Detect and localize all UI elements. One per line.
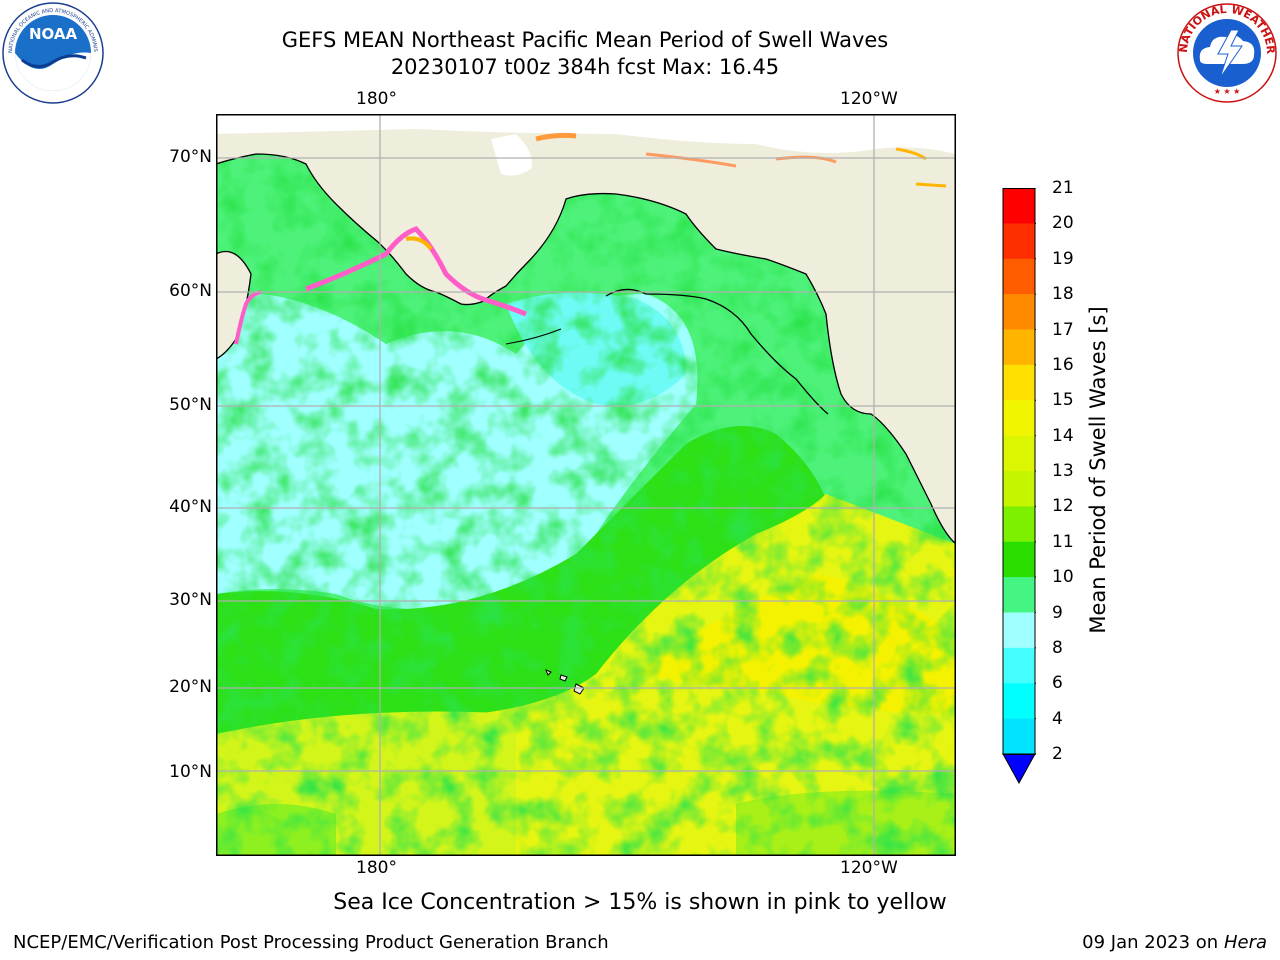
colorbar-band-6 xyxy=(1003,683,1035,720)
colorbar-tick-18: 18 xyxy=(1052,284,1074,305)
colorbar-tick-20: 20 xyxy=(1052,213,1074,234)
colorbar-band-21 xyxy=(1003,188,1035,224)
colorbar-band-14 xyxy=(1003,435,1035,472)
map-subtitle: 20230107 t00z 384h fcst Max: 16.45 xyxy=(390,55,780,79)
colorbar-tick-10: 10 xyxy=(1052,567,1074,588)
colorbar-tick-15: 15 xyxy=(1052,390,1074,411)
footer-date: 09 Jan 2023 on Hera xyxy=(1082,932,1267,953)
colorbar-tick-11: 11 xyxy=(1052,531,1074,552)
colorbar-tick-2: 2 xyxy=(1052,744,1063,764)
lat-label-50n: 50°N xyxy=(169,395,212,415)
colorbar-tick-17: 17 xyxy=(1052,319,1074,340)
colorbar-band-12 xyxy=(1003,506,1035,543)
colorbar-tick-21: 21 xyxy=(1052,178,1074,198)
colorbar-tick-12: 12 xyxy=(1052,496,1074,517)
colorbar-band-19 xyxy=(1003,258,1035,295)
map-title: GEFS MEAN Northeast Pacific Mean Period … xyxy=(281,28,889,52)
lat-label-10n: 10°N xyxy=(169,762,212,782)
colorbar-band-20 xyxy=(1003,223,1035,260)
colorbar-tick-19: 19 xyxy=(1052,248,1074,269)
colorbar-band-9 xyxy=(1003,612,1035,649)
colorbar-tick-4: 4 xyxy=(1052,708,1063,729)
colorbar-label: Mean Period of Swell Waves [s] xyxy=(1086,306,1110,634)
lon-label-bottom-180: 180° xyxy=(356,858,397,878)
svg-text:★ ★ ★: ★ ★ ★ xyxy=(1214,87,1241,96)
svg-text:NOAA: NOAA xyxy=(29,25,78,43)
colorbar xyxy=(1002,187,1036,785)
colorbar-band-15 xyxy=(1003,400,1035,437)
lon-label-bottom-120w: 120°W xyxy=(840,858,898,878)
colorbar-band-11 xyxy=(1003,541,1035,578)
colorbar-tick-6: 6 xyxy=(1052,673,1063,694)
lat-label-40n: 40°N xyxy=(169,497,212,517)
colorbar-band-17 xyxy=(1003,329,1035,366)
colorbar-tick-14: 14 xyxy=(1052,425,1074,446)
colorbar-band-10 xyxy=(1003,577,1035,613)
colorbar-tick-16: 16 xyxy=(1052,354,1074,375)
lat-label-30n: 30°N xyxy=(169,590,212,610)
footer-date-text: 09 Jan 2023 on xyxy=(1082,932,1224,953)
lat-label-60n: 60°N xyxy=(169,281,212,301)
lon-label-top-120w: 120°W xyxy=(840,89,898,109)
lat-label-20n: 20°N xyxy=(169,677,212,697)
swell-period-map xyxy=(216,114,956,856)
lat-label-70n: 70°N xyxy=(169,147,212,167)
colorbar-band-13 xyxy=(1003,471,1035,507)
footer-machine: Hera xyxy=(1223,932,1267,953)
colorbar-tick-13: 13 xyxy=(1052,461,1074,481)
colorbar-band-18 xyxy=(1003,294,1035,330)
colorbar-extend-min xyxy=(1002,753,1036,785)
lon-label-top-180: 180° xyxy=(356,89,397,109)
noaa-logo: NOAA NATIONAL OCEANIC AND ATMOSPHERIC AD… xyxy=(0,0,104,104)
footer-credit: NCEP/EMC/Verification Post Processing Pr… xyxy=(13,932,609,953)
colorbar-band-8 xyxy=(1003,647,1035,684)
sea-ice-caption: Sea Ice Concentration > 15% is shown in … xyxy=(333,890,947,915)
colorbar-band-4 xyxy=(1003,718,1035,755)
colorbar-tick-9: 9 xyxy=(1052,602,1063,623)
colorbar-band-16 xyxy=(1003,364,1035,401)
nws-logo: NATIONAL WEATHER SERVICE ★ ★ ★ xyxy=(1172,0,1278,104)
colorbar-tick-8: 8 xyxy=(1052,637,1063,658)
